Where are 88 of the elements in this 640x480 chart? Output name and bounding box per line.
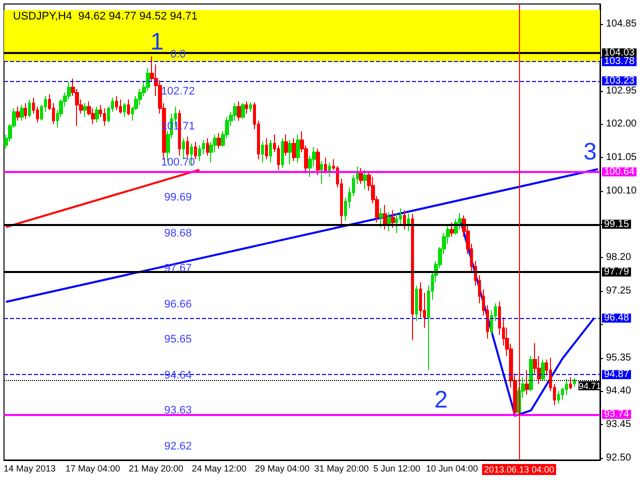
candlestick [186, 136, 189, 158]
ref-line-label: 94.71 [578, 380, 601, 391]
annotation: 3 [583, 138, 597, 166]
x-tick-label: 24 May 12:00 [192, 464, 246, 474]
candlestick [557, 390, 560, 404]
annotation: 1 [150, 28, 164, 56]
candlestick [206, 138, 209, 156]
candlestick [249, 102, 252, 112]
annotation: 95.65 [164, 334, 192, 346]
candlestick [407, 213, 410, 232]
x-tick-label: 2013.06.13 04:00 [484, 464, 554, 474]
candlestick [316, 148, 320, 176]
candlestick [573, 378, 576, 388]
candlestick [383, 204, 387, 230]
candlestick [265, 138, 268, 160]
candlestick [296, 134, 300, 164]
candlestick [127, 99, 130, 116]
x-tick-label: 29 May 04:00 [254, 464, 310, 474]
candlestick [529, 356, 533, 392]
candlestick [83, 102, 87, 118]
candlestick [541, 359, 545, 382]
candlestick [415, 285, 418, 322]
annotation: 99.69 [164, 192, 192, 204]
y-tick-label: 95.35 [606, 352, 632, 364]
annotation: 102.72 [161, 86, 195, 98]
candlestick [237, 100, 241, 122]
candlestick [284, 134, 288, 156]
ref-line-label: 94.87 [604, 369, 630, 380]
candlestick [411, 213, 414, 341]
text: USDJPY,H4 94.62 94.77 94.52 94.71 [13, 10, 198, 22]
y-tick-label: 102.95 [606, 85, 638, 96]
ref-line-label: 97.79 [604, 266, 630, 278]
ref-line-label: 99.15 [604, 218, 630, 230]
candlestick [123, 102, 126, 118]
x-tick-label: 31 May 20:00 [314, 464, 369, 474]
annotation: 100.70 [161, 156, 195, 168]
candlestick [403, 210, 406, 230]
x-tick-label: 10 Jun 04:00 [426, 464, 478, 474]
annotation: 98.68 [164, 228, 192, 240]
candlestick [103, 108, 106, 126]
candlestick [569, 376, 572, 390]
candlestick [119, 99, 122, 114]
candlestick [20, 104, 24, 122]
candlestick [288, 139, 292, 166]
y-tick-label: 93.45 [606, 419, 632, 430]
x-tick-label: 21 May 20:00 [128, 464, 184, 474]
y-tick-label: 92.50 [606, 452, 632, 464]
ref-line-label: 96.48 [604, 312, 630, 324]
candlestick [450, 222, 454, 238]
ref-line-label: 103.23 [604, 75, 636, 86]
y-tick-label: 101.05 [606, 152, 638, 164]
candlestick [217, 132, 221, 150]
candlestick [245, 100, 248, 114]
y-tick-label: 97.25 [606, 286, 632, 297]
candlestick [24, 102, 27, 120]
ref-line-label: 100.64 [604, 166, 636, 178]
candlestick [320, 160, 323, 184]
candlestick [281, 138, 284, 169]
candlestick [328, 162, 331, 178]
candlestick [194, 141, 197, 160]
candlestick [28, 99, 31, 118]
candlestick [115, 96, 118, 111]
candlestick [292, 138, 296, 162]
y-tick-label: 100.10 [606, 185, 638, 196]
ref-line-label: 104.03 [604, 47, 636, 58]
x-tick-label: 5 Jun 12:00 [373, 464, 420, 474]
annotation: 92.62 [164, 440, 192, 452]
candlestick [525, 370, 529, 396]
candlestick [391, 210, 395, 228]
y-tick-label: 102.00 [606, 118, 638, 130]
annotation: 2 [434, 386, 448, 414]
ref-line-label: 103.78 [604, 56, 636, 68]
candlestick [387, 211, 391, 232]
x-tick-label: 17 May 04:00 [66, 464, 120, 474]
candlestick [379, 208, 383, 228]
ref-line-label: 93.74 [604, 408, 630, 420]
y-tick-label: 104.85 [606, 18, 638, 30]
candlestick [241, 102, 245, 120]
annotation: 93.63 [164, 404, 192, 416]
candlestick [261, 141, 264, 164]
candlestick [363, 169, 367, 190]
annotation: 96.66 [164, 298, 192, 310]
candlestick [269, 139, 272, 164]
y-tick-label: 98.20 [606, 252, 632, 264]
candlestick [95, 106, 99, 123]
candlestick [16, 106, 20, 122]
x-tick-label: 14 May 2013 [4, 464, 56, 474]
y-tick-label: 94.40 [606, 386, 632, 397]
